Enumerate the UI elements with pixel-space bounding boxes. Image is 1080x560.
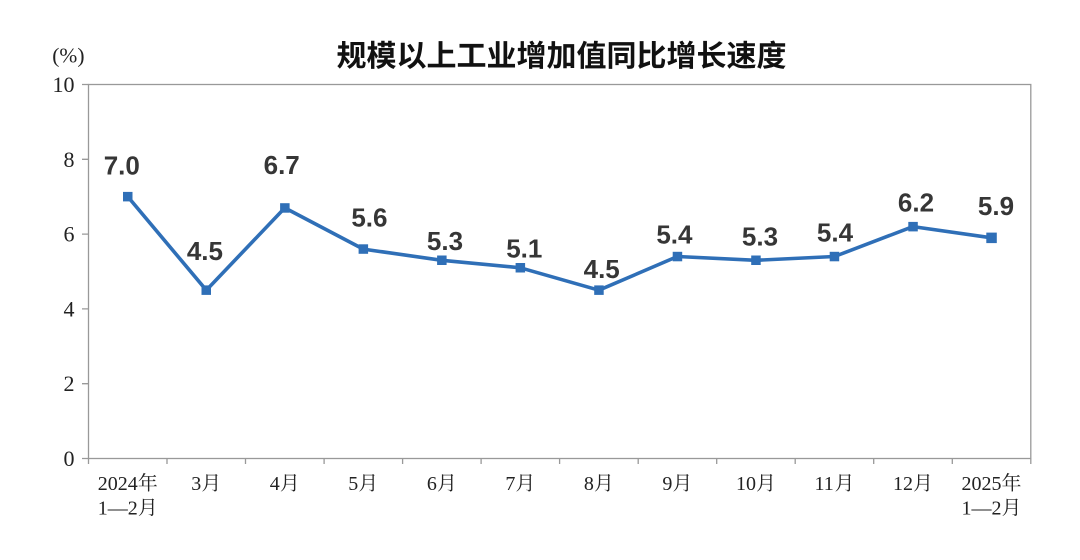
svg-text:10: 10: [53, 72, 75, 97]
svg-text:2: 2: [64, 371, 75, 396]
svg-text:7.0: 7.0: [104, 151, 140, 181]
svg-text:8: 8: [64, 147, 75, 172]
svg-text:5.6: 5.6: [351, 203, 387, 233]
svg-text:5.1: 5.1: [506, 234, 542, 264]
svg-text:5.3: 5.3: [742, 222, 778, 252]
svg-text:1—2: 1—2: [98, 498, 138, 520]
svg-text:6: 6: [64, 222, 75, 247]
svg-text:6: 6: [427, 473, 437, 495]
svg-text:12: 12: [893, 473, 913, 495]
svg-text:5.4: 5.4: [817, 217, 854, 247]
svg-text:2024: 2024: [98, 473, 138, 495]
svg-text:(%): (%): [52, 44, 84, 68]
svg-text:6.7: 6.7: [264, 150, 300, 180]
svg-text:10: 10: [736, 473, 756, 495]
svg-text:7: 7: [505, 473, 515, 495]
svg-text:2025: 2025: [962, 473, 1002, 495]
svg-text:4: 4: [64, 296, 75, 321]
svg-text:4.5: 4.5: [584, 254, 620, 284]
svg-text:8: 8: [584, 473, 594, 495]
svg-text:4.5: 4.5: [187, 236, 223, 266]
svg-text:0: 0: [64, 446, 75, 471]
svg-text:6.2: 6.2: [898, 187, 934, 217]
svg-text:5.4: 5.4: [656, 219, 693, 249]
svg-text:9: 9: [662, 473, 672, 495]
svg-text:1—2: 1—2: [962, 498, 1002, 520]
svg-text:11: 11: [815, 473, 834, 495]
svg-text:5: 5: [348, 473, 358, 495]
svg-text:5.3: 5.3: [427, 226, 463, 256]
svg-text:5.9: 5.9: [978, 191, 1014, 221]
svg-text:3: 3: [191, 473, 201, 495]
svg-text:4: 4: [270, 473, 280, 495]
